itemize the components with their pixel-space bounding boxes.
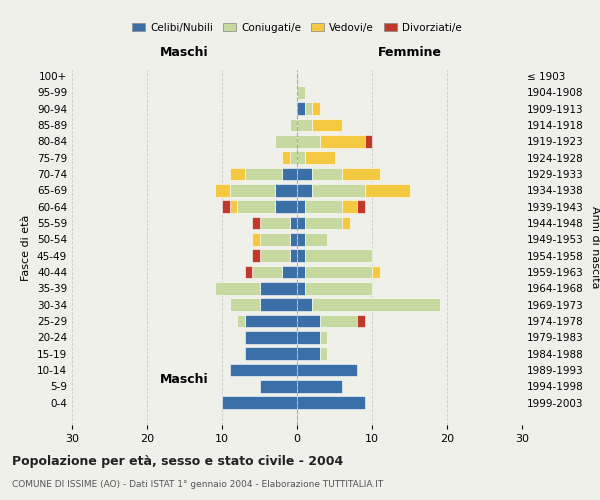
Bar — [290, 216, 297, 230]
Bar — [342, 168, 380, 180]
Bar — [372, 266, 380, 278]
Bar — [297, 135, 320, 148]
Bar — [297, 396, 365, 409]
Bar — [290, 119, 297, 132]
Bar — [260, 233, 290, 245]
Bar — [222, 200, 229, 213]
Bar — [305, 266, 372, 278]
Bar — [275, 184, 297, 197]
Bar — [229, 184, 275, 197]
Bar — [282, 266, 297, 278]
Text: Maschi: Maschi — [160, 46, 209, 60]
Bar — [215, 184, 229, 197]
Bar — [222, 396, 297, 409]
Bar — [252, 266, 282, 278]
Bar — [312, 119, 342, 132]
Bar — [282, 168, 297, 180]
Bar — [290, 233, 297, 245]
Bar — [305, 152, 335, 164]
Bar — [245, 347, 297, 360]
Bar — [297, 331, 320, 344]
Bar — [215, 282, 260, 294]
Bar — [305, 216, 342, 230]
Bar — [245, 331, 297, 344]
Text: Popolazione per età, sesso e stato civile - 2004: Popolazione per età, sesso e stato civil… — [12, 454, 343, 468]
Bar — [312, 184, 365, 197]
Bar — [305, 102, 312, 115]
Bar — [260, 250, 290, 262]
Bar — [260, 380, 297, 392]
Bar — [297, 184, 312, 197]
Bar — [297, 266, 305, 278]
Bar — [305, 250, 372, 262]
Bar — [320, 314, 357, 328]
Bar — [229, 364, 297, 376]
Bar — [297, 298, 312, 311]
Bar — [297, 200, 305, 213]
Text: Femmine: Femmine — [377, 46, 442, 60]
Bar — [297, 233, 305, 245]
Bar — [275, 135, 297, 148]
Bar — [305, 282, 372, 294]
Bar — [252, 216, 260, 230]
Bar — [297, 250, 305, 262]
Bar — [320, 135, 365, 148]
Text: COMUNE DI ISSIME (AO) - Dati ISTAT 1° gennaio 2004 - Elaborazione TUTTITALIA.IT: COMUNE DI ISSIME (AO) - Dati ISTAT 1° ge… — [12, 480, 383, 489]
Bar — [282, 152, 290, 164]
Bar — [312, 298, 439, 311]
Bar — [297, 314, 320, 328]
Bar — [290, 250, 297, 262]
Bar — [237, 200, 275, 213]
Bar — [297, 102, 305, 115]
Bar — [290, 152, 297, 164]
Bar — [357, 200, 365, 213]
Bar — [275, 200, 297, 213]
Bar — [260, 298, 297, 311]
Text: Maschi: Maschi — [160, 372, 209, 386]
Bar — [297, 364, 357, 376]
Bar — [297, 347, 320, 360]
Bar — [260, 282, 297, 294]
Bar — [245, 314, 297, 328]
Bar — [245, 266, 252, 278]
Bar — [297, 168, 312, 180]
Bar — [305, 233, 327, 245]
Legend: Celibi/Nubili, Coniugati/e, Vedovi/e, Divorziati/e: Celibi/Nubili, Coniugati/e, Vedovi/e, Di… — [128, 18, 466, 36]
Bar — [229, 168, 245, 180]
Bar — [320, 331, 327, 344]
Bar — [297, 152, 305, 164]
Bar — [365, 184, 409, 197]
Bar — [342, 200, 357, 213]
Bar — [260, 216, 290, 230]
Bar — [297, 119, 312, 132]
Bar — [320, 347, 327, 360]
Bar — [297, 380, 342, 392]
Y-axis label: Fasce di età: Fasce di età — [22, 214, 31, 280]
Bar — [312, 102, 320, 115]
Bar — [237, 314, 245, 328]
Bar — [365, 135, 372, 148]
Bar — [252, 233, 260, 245]
Bar — [297, 86, 305, 99]
Bar — [312, 168, 342, 180]
Bar — [357, 314, 365, 328]
Bar — [252, 250, 260, 262]
Y-axis label: Anni di nascita: Anni di nascita — [590, 206, 600, 289]
Bar — [297, 282, 305, 294]
Bar — [297, 216, 305, 230]
Bar — [229, 298, 260, 311]
Bar — [245, 168, 282, 180]
Bar — [229, 200, 237, 213]
Bar — [342, 216, 349, 230]
Bar — [305, 200, 342, 213]
